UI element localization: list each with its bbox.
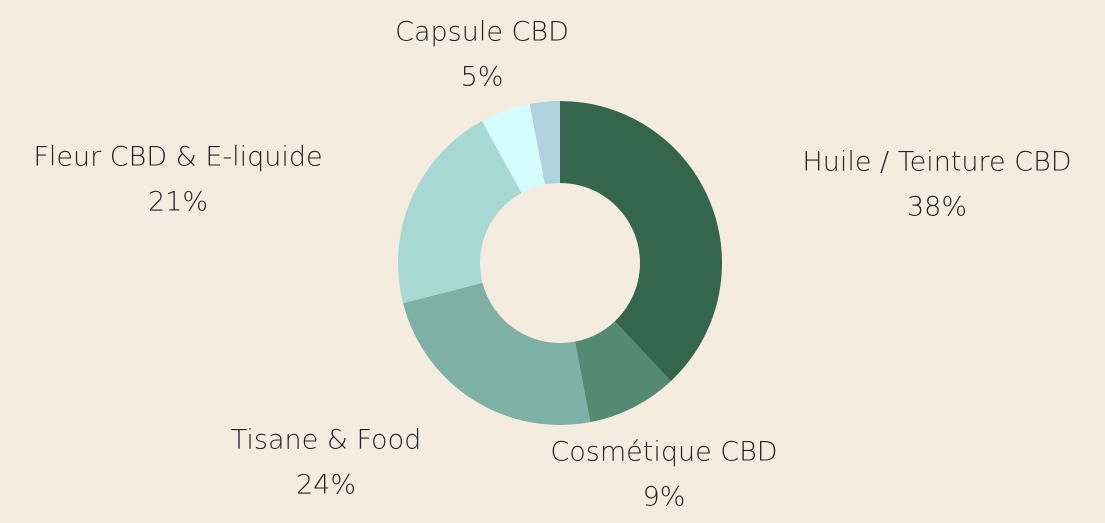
donut-slice [529,101,560,185]
slice-label: Fleur CBD & E-liquide [33,142,322,173]
donut-slice [560,101,722,382]
donut-slice [398,121,522,304]
donut-slice [403,282,591,425]
donut-slice [481,103,546,193]
slice-label: Capsule CBD [395,17,569,48]
slice-value-label: 21% [148,187,208,218]
slice-value-label: 38% [907,192,967,223]
slice-label: Cosmétique CBD [550,437,777,468]
donut-slice [574,321,671,423]
slice-value-label: 9% [643,482,686,513]
slice-label: Huile / Teinture CBD [802,147,1071,178]
slice-label: Tisane & Food [231,425,421,456]
slice-value-label: 24% [296,470,356,501]
slice-value-label: 5% [461,62,504,93]
